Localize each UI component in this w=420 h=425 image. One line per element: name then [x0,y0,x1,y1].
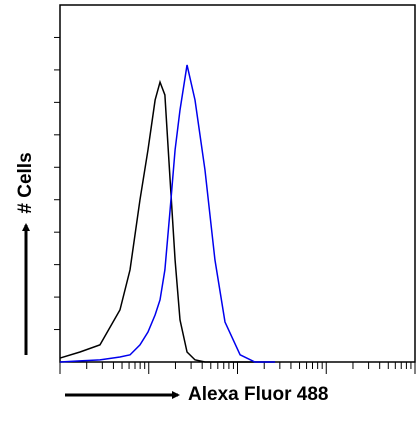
series-line [59,79,276,363]
y-axis-label: # Cells [15,152,36,213]
plot-frame [59,4,416,363]
series-line [59,64,276,363]
x-axis-label: Alexa Fluor 488 [188,384,328,405]
